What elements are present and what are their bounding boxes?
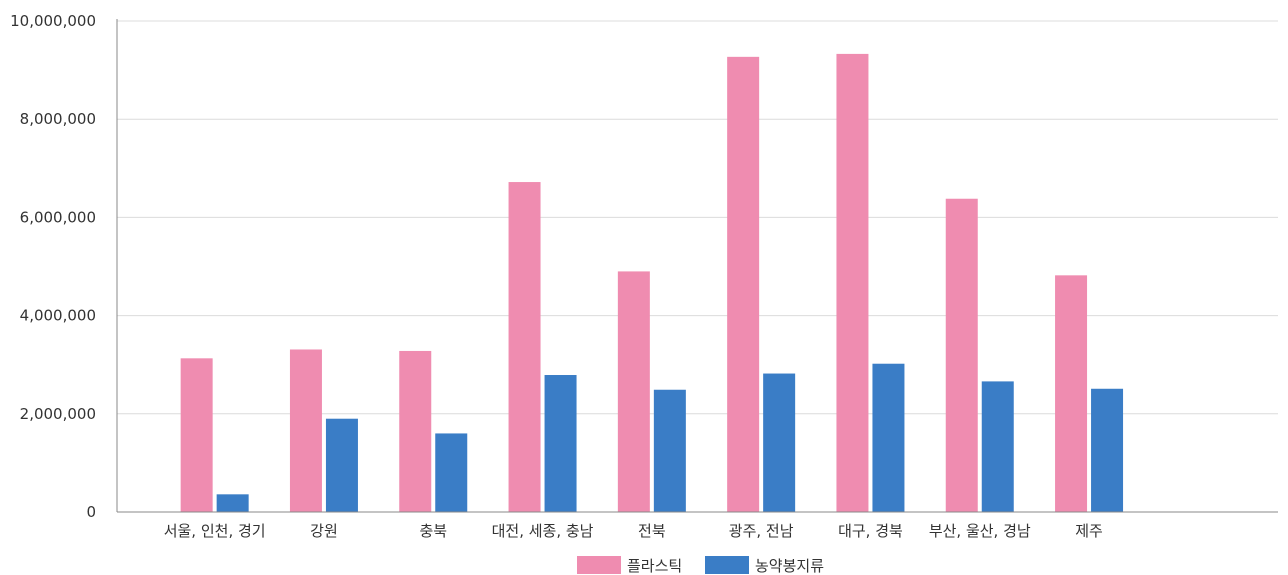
bar-plastic-7 [945,198,978,512]
bar-plastic-6 [836,53,869,512]
bar-plastic-1 [289,349,322,512]
legend-label: 플라스틱 [627,557,682,575]
legend-swatch [577,556,621,574]
y-tick-label: 8,000,000 [20,110,96,128]
bar-plastic-4 [617,271,650,512]
legend-label: 농약봉지류 [755,557,824,575]
bars [180,53,1124,513]
x-category-label: 대구, 경북 [838,522,903,540]
y-tick-label: 10,000,000 [10,12,96,30]
bar-plastic-5 [727,56,760,513]
y-tick-label: 0 [86,503,96,521]
axes [116,19,1278,513]
y-tick-label: 6,000,000 [20,208,96,226]
x-category-label: 전북 [638,522,666,540]
x-category-label: 부산, 울산, 경남 [929,522,1031,540]
bar-pesticide-bag-5 [763,373,796,512]
x-category-label: 충북 [419,522,447,540]
x-category-label: 광주, 전남 [729,522,794,540]
y-tick-label: 4,000,000 [20,307,96,325]
bar-pesticide-bag-1 [325,418,358,512]
bar-plastic-2 [399,350,432,512]
bar-plastic-3 [508,182,541,512]
bar-plastic-8 [1055,275,1088,512]
bar-pesticide-bag-7 [981,381,1014,512]
x-category-label: 강원 [310,522,338,540]
bar-pesticide-bag-6 [872,363,905,512]
legend-swatch [705,556,749,574]
bar-pesticide-bag-2 [435,433,468,512]
y-tick-label: 2,000,000 [20,405,96,423]
bar-pesticide-bag-4 [653,389,686,512]
bar-pesticide-bag-8 [1091,388,1124,512]
bar-plastic-0 [180,358,213,512]
x-category-label: 제주 [1075,522,1103,540]
x-category-label: 서울, 인천, 경기 [164,522,266,540]
legend: 플라스틱 농약봉지류 [577,556,824,575]
x-axis-category-labels: 서울, 인천, 경기 강원 충북 대전, 세종, 충남 전북 광주, 전남 대구, 경북 부산… [164,522,1103,540]
y-axis-tick-labels: 0 2,000,000 4,000,000 6,000,000 8,000,000 10,… [10,12,96,521]
x-category-label: 대전, 세종, 충남 [492,522,594,540]
bar-pesticide-bag-0 [216,494,249,512]
bar-pesticide-bag-3 [544,375,577,512]
